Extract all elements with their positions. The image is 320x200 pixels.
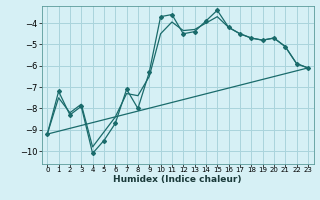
X-axis label: Humidex (Indice chaleur): Humidex (Indice chaleur) (113, 175, 242, 184)
